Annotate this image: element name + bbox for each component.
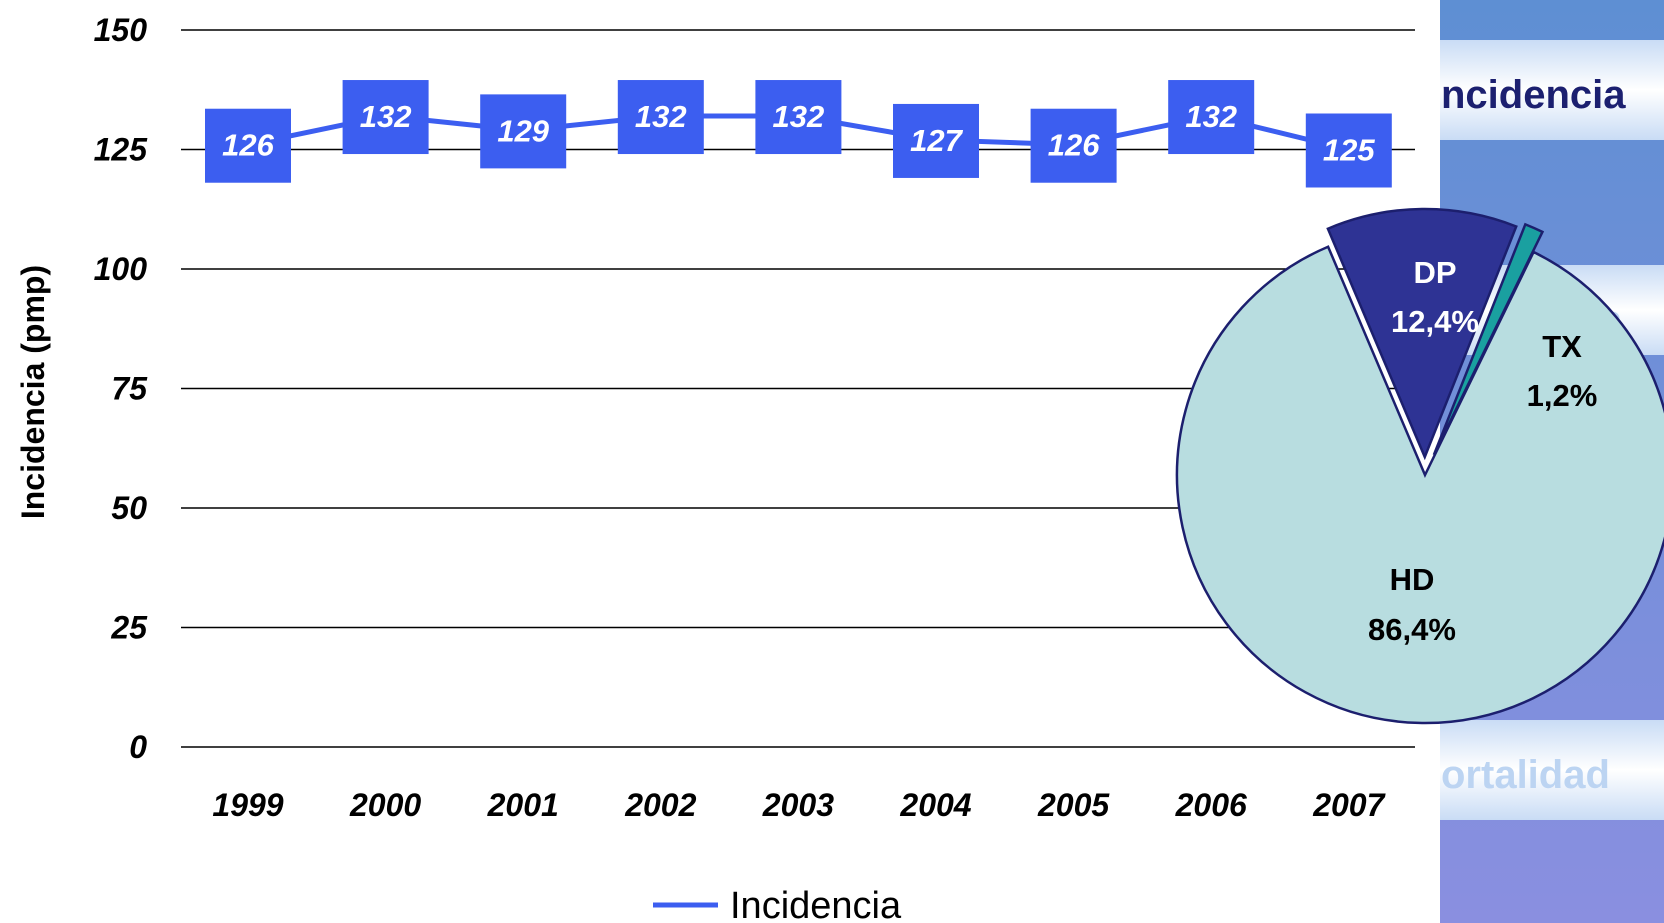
pie-slice-tx xyxy=(1432,222,1545,456)
y-tick-label: 125 xyxy=(94,132,149,168)
pie-slice-hd xyxy=(1175,245,1664,725)
y-axis-label: Incidencia (pmp) xyxy=(15,265,51,519)
legend: Incidencia xyxy=(653,885,902,923)
pie-slice-dp xyxy=(1326,207,1518,461)
side-band xyxy=(1440,720,1664,820)
x-tick-labels: 1999 2000 2001 2002 2003 2004 2005 2006 2007 xyxy=(212,787,1386,823)
data-point-marker xyxy=(617,80,704,155)
data-label: 132 xyxy=(635,99,687,134)
pie-label-hd: HD xyxy=(1390,562,1435,597)
data-label: 132 xyxy=(1185,99,1237,134)
y-tick-label: 75 xyxy=(111,371,148,407)
line-chart: 0 25 50 75 100 125 150 1999 2000 2001 2002 2003 200… xyxy=(15,12,1415,923)
x-tick-label: 2007 xyxy=(1312,787,1386,823)
y-tick-label: 25 xyxy=(110,610,148,646)
data-point-marker xyxy=(480,94,567,169)
data-point-marker xyxy=(893,103,979,178)
data-point-marker xyxy=(1305,113,1392,188)
side-item-incidencia-label[interactable]: ncidencia xyxy=(1441,73,1626,117)
pie-label-tx: TX xyxy=(1542,329,1582,364)
pie-value-tx: 1,2% xyxy=(1527,378,1598,413)
legend-label: Incidencia xyxy=(730,885,902,923)
x-tick-label: 2004 xyxy=(899,787,971,823)
pie-value-dp: 12,4% xyxy=(1391,304,1479,339)
data-label: 132 xyxy=(773,99,825,134)
x-tick-label: 2005 xyxy=(1037,787,1110,823)
pie-label-dp: DP xyxy=(1413,255,1456,290)
data-label: 132 xyxy=(360,99,412,134)
x-tick-label: 2002 xyxy=(624,787,696,823)
y-tick-label: 100 xyxy=(94,251,148,287)
data-label: 127 xyxy=(910,123,963,158)
data-label: 126 xyxy=(1048,128,1100,163)
side-band xyxy=(1440,40,1664,140)
side-item-mortalidad-label[interactable]: ortalidad xyxy=(1441,753,1610,797)
data-label: 126 xyxy=(222,128,274,163)
data-point-marker xyxy=(205,108,291,183)
data-point-marker xyxy=(1030,108,1117,183)
data-point-marker xyxy=(1168,80,1255,155)
x-tick-label: 2003 xyxy=(762,787,834,823)
y-tick-label: 50 xyxy=(111,490,147,526)
x-tick-label: 1999 xyxy=(212,787,283,823)
pie-value-hd: 86,4% xyxy=(1368,612,1456,647)
y-tick-labels: 0 25 50 75 100 125 150 xyxy=(94,12,149,765)
data-label: 125 xyxy=(1323,133,1375,168)
pie-chart: HD 86,4% DP 12,4% TX 1,2% xyxy=(1175,207,1664,725)
series-points: 126 132 129 132 132 127 126 132 125 xyxy=(205,80,1392,188)
y-tick-label: 0 xyxy=(129,729,147,765)
data-point-marker xyxy=(342,80,429,155)
x-tick-label: 2006 xyxy=(1175,787,1247,823)
data-point-marker xyxy=(755,80,842,155)
x-tick-label: 2001 xyxy=(487,787,559,823)
y-tick-label: 150 xyxy=(94,12,148,48)
x-tick-label: 2000 xyxy=(349,787,421,823)
data-label: 129 xyxy=(497,113,549,148)
